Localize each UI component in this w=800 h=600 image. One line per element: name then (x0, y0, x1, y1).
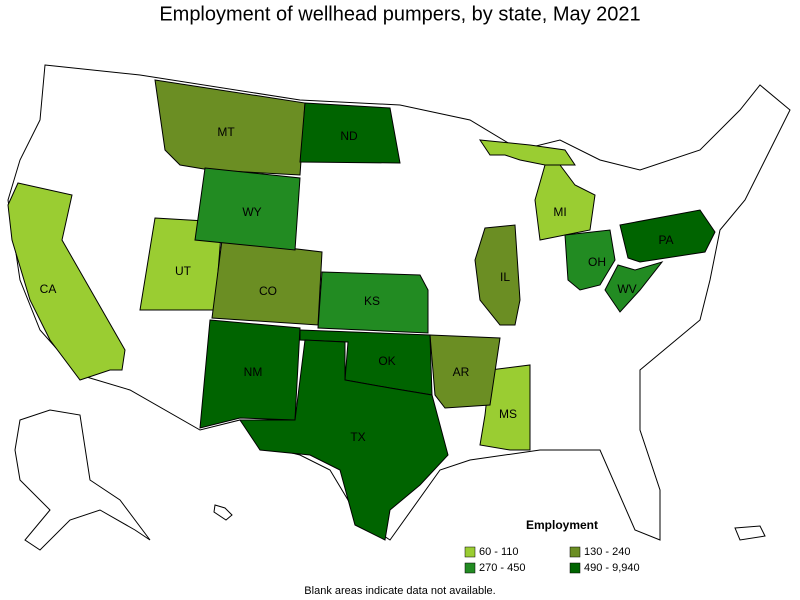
legend-label: 130 - 240 (584, 546, 630, 558)
state-shape (474, 224, 521, 326)
state-shape (211, 239, 323, 326)
state-label: KS (364, 294, 380, 308)
state-label: CA (40, 282, 57, 296)
state-shape (199, 319, 301, 429)
legend-label: 60 - 110 (479, 546, 519, 558)
state-shape (534, 164, 596, 241)
alaska (14, 409, 151, 551)
state-label: MI (553, 205, 566, 219)
legend-label: 270 - 450 (479, 562, 525, 574)
hawaii (213, 504, 233, 521)
legend-swatch (569, 546, 581, 558)
legend-swatch (464, 562, 476, 574)
state-shape (619, 209, 716, 263)
state-shape (429, 334, 501, 409)
state-label: AR (453, 365, 470, 379)
state-label: IL (500, 270, 510, 284)
state-label: PA (658, 233, 673, 247)
puerto-rico (734, 525, 766, 541)
state-label: OH (588, 255, 606, 269)
state-label: MS (499, 407, 517, 421)
state-shape (239, 339, 449, 541)
state-shape (564, 229, 616, 291)
state-shape (299, 102, 401, 164)
state-label: MT (217, 125, 235, 139)
state-label: WY (242, 205, 261, 219)
state-label: ND (340, 129, 358, 143)
state-label: OK (378, 354, 395, 368)
state-label: NM (244, 365, 263, 379)
states: CA UT MI MS MT CO IL AR WY KS OH WV ND NM OK TX PA (7, 79, 716, 541)
state-shape (7, 182, 126, 381)
legend-title: Employment (526, 518, 598, 532)
state-label: UT (175, 264, 192, 278)
state-shape (194, 167, 301, 251)
legend-swatch (569, 562, 581, 574)
state-shape (317, 271, 429, 334)
state-label: CO (259, 284, 277, 298)
note: Blank areas indicate data not available. (304, 585, 495, 597)
legend: Employment 60 - 110 130 - 240 270 - 450 490… (464, 518, 640, 574)
state-label: TX (350, 430, 365, 444)
legend-swatch (464, 546, 476, 558)
state-label: WV (617, 282, 636, 296)
legend-label: 490 - 9,940 (584, 562, 640, 574)
state-shape (604, 261, 664, 313)
map-title: Employment of wellhead pumpers, by state… (159, 3, 640, 25)
